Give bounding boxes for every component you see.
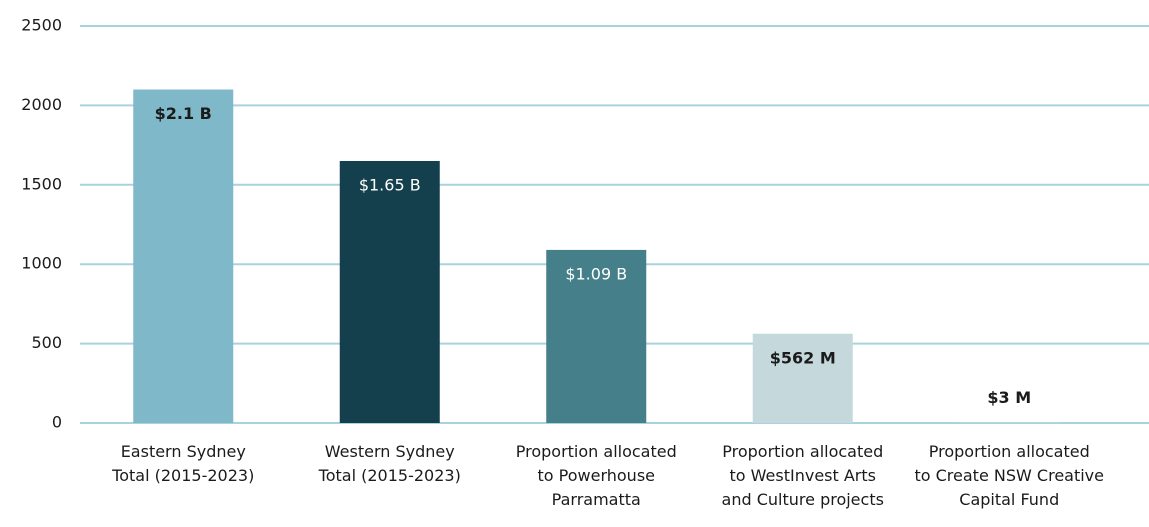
y-tick-label: 500 [31, 333, 62, 352]
value-label: $1.65 B [359, 175, 421, 194]
x-tick-label: Proportion allocated to Powerhouse Parra… [515, 442, 677, 509]
value-label: $2.1 B [155, 104, 212, 123]
y-tick-label: 1000 [21, 254, 62, 273]
value-label: $562 M [770, 348, 836, 367]
y-tick-label: 2500 [21, 16, 62, 35]
value-label: $3 M [987, 388, 1031, 407]
bar [752, 333, 853, 423]
bar [339, 160, 440, 424]
x-tick-label: Proportion allocated to WestInvest Arts … [721, 442, 884, 509]
y-tick-label: 2000 [21, 95, 62, 114]
x-tick-label: Eastern Sydney Total (2015-2023) [112, 442, 255, 485]
y-tick-label: 1500 [21, 174, 62, 193]
bar [133, 89, 234, 424]
value-label: $1.09 B [565, 264, 627, 283]
x-tick-label: Proportion allocated to Create NSW Creat… [914, 442, 1104, 509]
bar [546, 249, 647, 423]
x-tick-label: Western Sydney Total (2015-2023) [318, 442, 461, 485]
y-tick-label: 0 [52, 413, 62, 432]
